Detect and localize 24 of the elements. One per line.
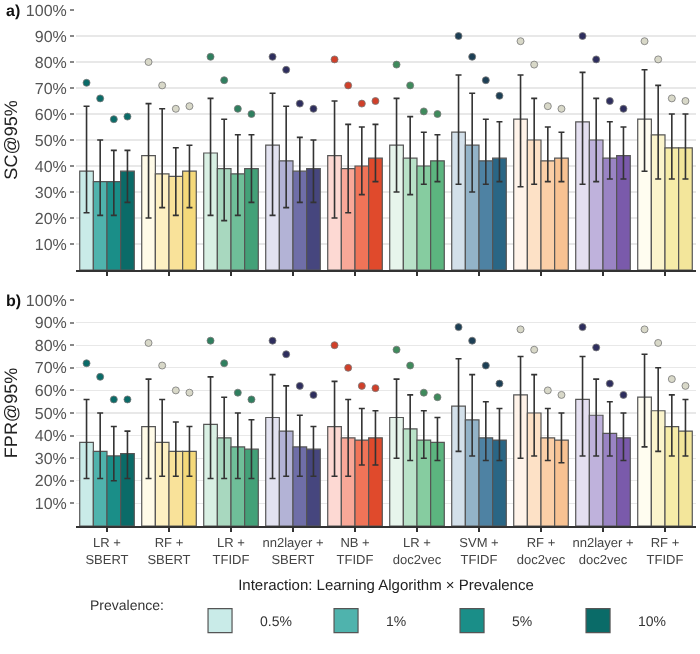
y-tick-label: 50% [34,131,67,150]
y-tick-label: 90% [34,314,67,333]
y-tick-label: 80% [34,53,67,72]
y-tick-label: 70% [34,79,67,98]
y-tick-label: 70% [34,359,67,378]
y-tick-label: 90% [34,27,67,46]
y-tick-label: 80% [34,336,67,355]
y-tick-label: 50% [34,404,67,423]
y-tick-label: 40% [34,427,67,446]
text: a) [6,2,21,20]
y-tick-label: 10% [34,235,67,254]
y-tick-label: 100% [25,291,67,310]
y-tick-label: 10% [34,495,67,513]
y-tick-label: 60% [34,382,67,400]
y-tick-label: 30% [34,183,67,202]
y-tick-label: 40% [34,157,67,176]
y-axis-title: FPR@95% [0,367,21,459]
y-axis-title: SC@95% [0,100,21,180]
text: b) [6,292,22,310]
y-tick-label: 100% [25,1,67,20]
y-tick-label: 30% [34,449,67,468]
y-tick-label: 60% [34,105,67,124]
y-tick-label: 20% [34,209,67,228]
y-tick-label: 20% [34,472,67,491]
